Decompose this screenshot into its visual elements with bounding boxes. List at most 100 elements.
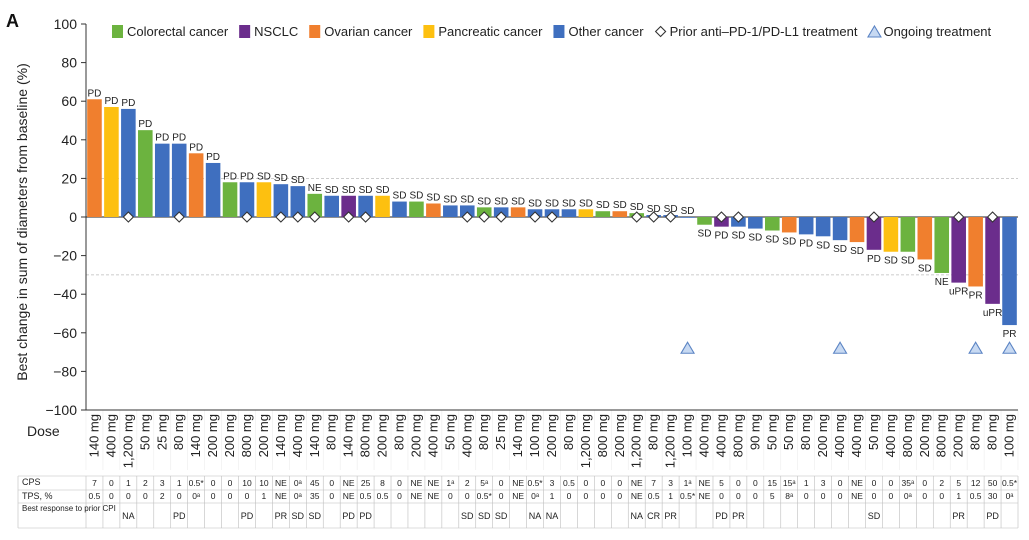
cps-value: 0 bbox=[499, 478, 504, 488]
dose-row-label: Dose bbox=[27, 423, 60, 439]
cps-value: 1ᵃ bbox=[684, 478, 693, 488]
tps-value: NE bbox=[427, 491, 439, 501]
dose-label: 1,200 mg bbox=[578, 414, 593, 468]
bar bbox=[459, 205, 475, 217]
tps-value: NE bbox=[851, 491, 863, 501]
tps-value: 1 bbox=[262, 491, 267, 501]
dose-label: 400 mg bbox=[697, 414, 712, 457]
bar bbox=[866, 217, 882, 250]
bar bbox=[171, 143, 187, 217]
tps-value: 0 bbox=[329, 491, 334, 501]
bar-response-label: SD bbox=[409, 191, 423, 202]
y-tick-label: 100 bbox=[54, 16, 78, 32]
prior-treatment-marker bbox=[241, 211, 253, 223]
cps-value: 8 bbox=[380, 478, 385, 488]
bar bbox=[883, 217, 899, 252]
bar-response-label: SD bbox=[765, 235, 779, 246]
best-response-value: PD bbox=[241, 511, 254, 521]
bar-response-label: SD bbox=[664, 204, 678, 215]
bar-response-label: SD bbox=[647, 204, 661, 215]
dose-label: 800 mg bbox=[595, 414, 610, 457]
cps-value: 45 bbox=[310, 478, 320, 488]
cps-value: NE bbox=[851, 478, 863, 488]
best-response-value: PR bbox=[732, 511, 745, 521]
cps-value: NE bbox=[512, 478, 524, 488]
cps-value: 0 bbox=[397, 478, 402, 488]
bar bbox=[595, 211, 611, 217]
tps-value: 0 bbox=[109, 491, 114, 501]
bar-response-label: PD bbox=[155, 133, 169, 144]
tps-value: 0 bbox=[922, 491, 927, 501]
y-axis: 100 80 60 40 20 0 −20 −40 −60 −80 −100 bbox=[45, 16, 1018, 418]
bar bbox=[426, 203, 441, 217]
bar bbox=[341, 195, 356, 217]
dose-label: 1,200 mg bbox=[629, 414, 644, 468]
legend-label: Prior anti–PD-1/PD-L1 treatment bbox=[670, 24, 858, 39]
bar bbox=[849, 217, 865, 243]
bar bbox=[951, 217, 966, 283]
prior-treatment-marker bbox=[664, 211, 677, 223]
best-response-value: PD bbox=[359, 511, 372, 521]
dose-label: 200 mg bbox=[917, 414, 932, 457]
dose-label: 50 mg bbox=[137, 414, 152, 450]
bar-response-label: SD bbox=[359, 185, 373, 196]
dose-label: 140 mg bbox=[273, 414, 288, 457]
cps-value: 10 bbox=[242, 478, 252, 488]
cps-value: 15ᵃ bbox=[783, 478, 796, 488]
cps-value: 25 bbox=[361, 478, 371, 488]
bar bbox=[781, 217, 797, 233]
cps-value: 0 bbox=[889, 478, 894, 488]
tps-value: 30 bbox=[988, 491, 998, 501]
tps-value: 0ᵃ bbox=[904, 491, 913, 501]
legend-swatch bbox=[553, 25, 565, 38]
prior-treatment-marker bbox=[529, 211, 541, 223]
best-response-value: NA bbox=[546, 511, 559, 521]
y-tick-label: 20 bbox=[61, 170, 77, 186]
legend-label: Ongoing treatment bbox=[883, 24, 991, 39]
prior-treatment-marker bbox=[630, 211, 643, 223]
tps-value: 0 bbox=[617, 491, 622, 501]
cps-value: 2 bbox=[143, 478, 148, 488]
legend: Colorectal cancer NSCLC Ovarian cancer Panc… bbox=[112, 24, 992, 39]
bar-response-label: SD bbox=[325, 185, 339, 196]
cps-value: 10 bbox=[259, 478, 269, 488]
bar bbox=[985, 217, 1000, 304]
best-response-value: NA bbox=[630, 511, 643, 521]
bar-response-label: SD bbox=[918, 263, 932, 274]
dose-label: 400 mg bbox=[832, 414, 847, 457]
tps-value: 0 bbox=[889, 491, 894, 501]
bar bbox=[138, 130, 153, 217]
tps-value: 1 bbox=[668, 491, 673, 501]
bar-response-label: PD bbox=[206, 152, 220, 163]
bar bbox=[968, 217, 983, 287]
bar bbox=[917, 217, 933, 260]
cps-value: 7 bbox=[651, 478, 656, 488]
tps-value: 0ᵃ bbox=[1006, 491, 1015, 501]
bar bbox=[900, 217, 916, 252]
prior-treatment-marker bbox=[546, 211, 558, 223]
bar-response-label: SD bbox=[545, 198, 559, 209]
tps-value: 0 bbox=[448, 491, 453, 501]
tps-value: 0 bbox=[736, 491, 741, 501]
dose-label: 80 mg bbox=[968, 414, 983, 450]
bar-response-label: SD bbox=[291, 175, 305, 186]
tps-value: NE bbox=[275, 491, 287, 501]
bar bbox=[205, 162, 221, 217]
best-response-value: PD bbox=[342, 511, 355, 521]
tps-value: 0 bbox=[719, 491, 724, 501]
dose-label: 80 mg bbox=[171, 414, 186, 450]
bar bbox=[510, 207, 526, 217]
cps-value: 0.5 bbox=[563, 478, 575, 488]
dose-label: 400 mg bbox=[425, 414, 440, 457]
prior-treatment-marker bbox=[478, 211, 490, 223]
best-response-value: PR bbox=[952, 511, 965, 521]
bar-response-label: SD bbox=[562, 198, 576, 209]
dose-label: 80 mg bbox=[391, 414, 406, 450]
tps-value: 1 bbox=[956, 491, 961, 501]
best-response-value: SD bbox=[495, 511, 508, 521]
cps-value: 3 bbox=[821, 478, 826, 488]
bar-response-label: SD bbox=[376, 185, 390, 196]
dose-label: 100 mg bbox=[527, 414, 542, 457]
bar bbox=[409, 201, 424, 217]
tps-value: 35 bbox=[310, 491, 320, 501]
